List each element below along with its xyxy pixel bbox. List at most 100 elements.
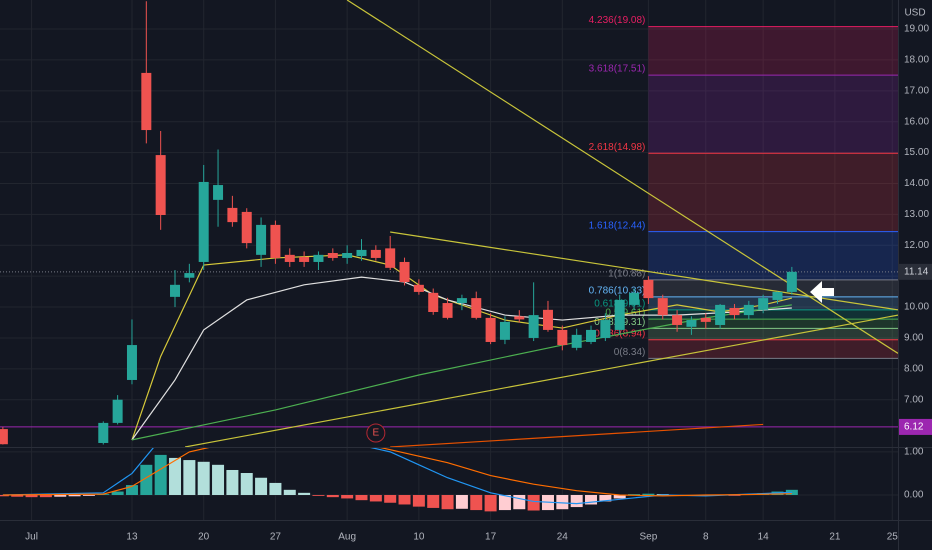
histogram-bar <box>556 494 569 510</box>
histogram-bar <box>398 494 411 505</box>
candle-body <box>227 207 238 223</box>
candle-body <box>485 317 496 342</box>
y-tick-label: 17.00 <box>904 85 929 96</box>
candle-body <box>456 298 467 304</box>
candle-body <box>299 257 310 262</box>
indicator-line <box>184 314 898 447</box>
fib-band <box>648 153 898 232</box>
candle-body <box>270 224 281 258</box>
y-tick-label: 12.00 <box>904 240 929 251</box>
candle-body <box>557 329 568 346</box>
fib-band <box>648 279 898 297</box>
fib-label: 4.236(19.08) <box>589 15 646 26</box>
histogram-bar <box>341 494 354 499</box>
candle-body <box>700 317 711 322</box>
candle-body <box>715 304 726 325</box>
histogram-bar <box>412 494 425 507</box>
candle-body <box>542 309 553 330</box>
histogram-bar <box>240 473 253 495</box>
histogram-bar <box>484 494 497 512</box>
candle-body <box>399 261 410 283</box>
x-tick-label: 14 <box>758 532 770 543</box>
histogram-bar <box>39 494 52 498</box>
indicator-line <box>2 448 792 497</box>
x-tick-label: 13 <box>126 532 138 543</box>
y-tick-label: 13.00 <box>904 209 929 220</box>
fib-band <box>648 231 898 280</box>
candle-body <box>643 279 654 299</box>
histogram-bar <box>326 494 339 498</box>
histogram-bar <box>355 494 368 501</box>
histogram-bar <box>111 491 124 495</box>
candle-body <box>112 399 123 423</box>
candle-body <box>686 320 697 327</box>
price-tag <box>899 418 932 435</box>
indicator-line <box>390 231 898 311</box>
candle-body <box>213 185 224 200</box>
candle-body <box>370 249 381 258</box>
fib-label: 0.786(10.33) <box>589 286 646 297</box>
price-tag-label: 6.12 <box>904 422 924 433</box>
currency-label: USD <box>904 8 925 19</box>
histogram-bar <box>197 461 210 495</box>
x-tick-label: 27 <box>270 532 282 543</box>
fib-label: 2.618(14.98) <box>589 142 646 153</box>
candle-body <box>327 253 338 258</box>
histogram-bar <box>125 485 138 495</box>
histogram-bar <box>0 494 9 497</box>
histogram-bar <box>226 469 239 495</box>
x-tick-label: 10 <box>413 532 425 543</box>
histogram-bar <box>585 494 598 505</box>
arrow-annotation <box>810 281 834 303</box>
candle-body <box>170 284 181 297</box>
candle-body <box>786 271 797 292</box>
x-tick-label: 8 <box>703 532 709 543</box>
x-tick-label: Jul <box>25 532 38 543</box>
histogram-bar <box>728 494 741 496</box>
candle-body <box>313 254 324 262</box>
histogram-bar <box>427 494 440 508</box>
candle-body <box>442 303 453 318</box>
histogram-bar <box>527 494 540 511</box>
y-tick-label: 15.00 <box>904 147 929 158</box>
axes: Jul 13 20 27 Aug 10 17 24 Sep 8 14 21 25 7.00 8.00 9.00… <box>25 24 932 543</box>
fib-band <box>648 26 898 76</box>
histogram-bar <box>283 489 296 495</box>
histogram-bar <box>570 494 583 508</box>
candle-body <box>514 316 525 320</box>
candle-body <box>413 284 424 292</box>
fib-label: 3.618(17.51) <box>589 64 646 75</box>
histogram-bar <box>599 494 612 502</box>
candle-body <box>729 307 740 316</box>
candle-body <box>141 72 152 131</box>
candle-body <box>772 291 783 300</box>
candle-body <box>571 334 582 348</box>
event-label: E <box>373 428 380 439</box>
fib-band <box>648 328 898 340</box>
candle-body <box>198 181 209 262</box>
histogram-bar <box>441 494 454 510</box>
histogram-bar <box>369 494 382 502</box>
histogram-bar <box>628 494 641 495</box>
fib-band <box>648 339 898 359</box>
histogram-bar <box>82 494 95 496</box>
candle-body <box>743 304 754 316</box>
histogram-bar <box>642 493 655 495</box>
fib-band <box>648 309 898 320</box>
y-tick-label: 16.00 <box>904 116 929 127</box>
candle-body <box>471 298 482 318</box>
histogram-bar <box>68 494 81 497</box>
x-tick-label: 25 <box>887 532 899 543</box>
histogram-bar <box>513 494 526 510</box>
y-tick-label: 9.00 <box>904 333 924 344</box>
histogram-bar <box>154 454 167 495</box>
candle-body <box>184 273 195 278</box>
histogram-bar <box>498 494 511 511</box>
histogram-bar <box>269 482 282 495</box>
candle-body <box>342 253 353 258</box>
candle-body <box>385 248 396 268</box>
x-tick-label: Sep <box>639 532 657 543</box>
price-pane: 0(8.34)0.236(8.94)0.382(9.31)0.5(9.61)0.… <box>0 0 898 447</box>
x-tick-label: 20 <box>198 532 210 543</box>
